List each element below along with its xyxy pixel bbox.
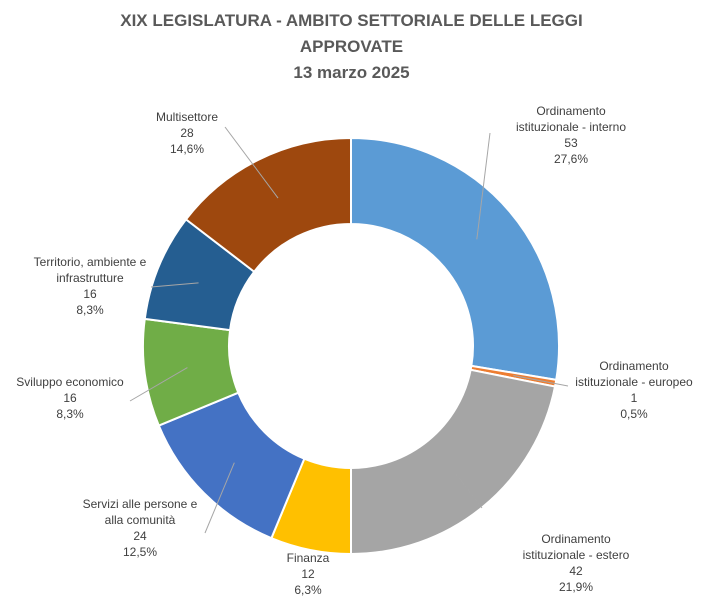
donut-slice [184,136,352,274]
donut-slice [350,368,557,556]
data-label: Servizi alle persone e alla comunità 24 12,… [83,497,198,559]
chart-title: XIX LEGISLATURA - AMBITO SETTORIALE DELL… [0,8,703,86]
data-label: Sviluppo economico 16 8,3% [16,375,124,421]
leader-line [476,132,491,240]
leader-line [513,375,569,387]
chart-title-line-1: XIX LEGISLATURA - AMBITO SETTORIALE DELL… [120,11,583,30]
data-label: Ordinamento istituzionale - europeo 1 0,5% [575,359,693,421]
data-label: Multisettore 28 14,6% [156,110,218,156]
data-label: Finanza 12 6,3% [287,551,330,597]
leader-line [224,126,279,199]
leader-line [455,473,483,509]
leader-line [204,462,235,534]
chart-title-line-3: 13 marzo 2025 [293,63,410,82]
data-label: Ordinamento istituzionale - estero 42 21,9% [523,532,630,594]
donut-slice [350,136,560,382]
leader-line [150,282,199,288]
leader-line [129,367,188,402]
data-label: Ordinamento istituzionale - interno 53 27,6… [516,104,626,166]
chart-title-line-2: APPROVATE [299,37,404,56]
data-label: Territorio, ambiente e infrastrutture 16 8,… [34,255,147,317]
